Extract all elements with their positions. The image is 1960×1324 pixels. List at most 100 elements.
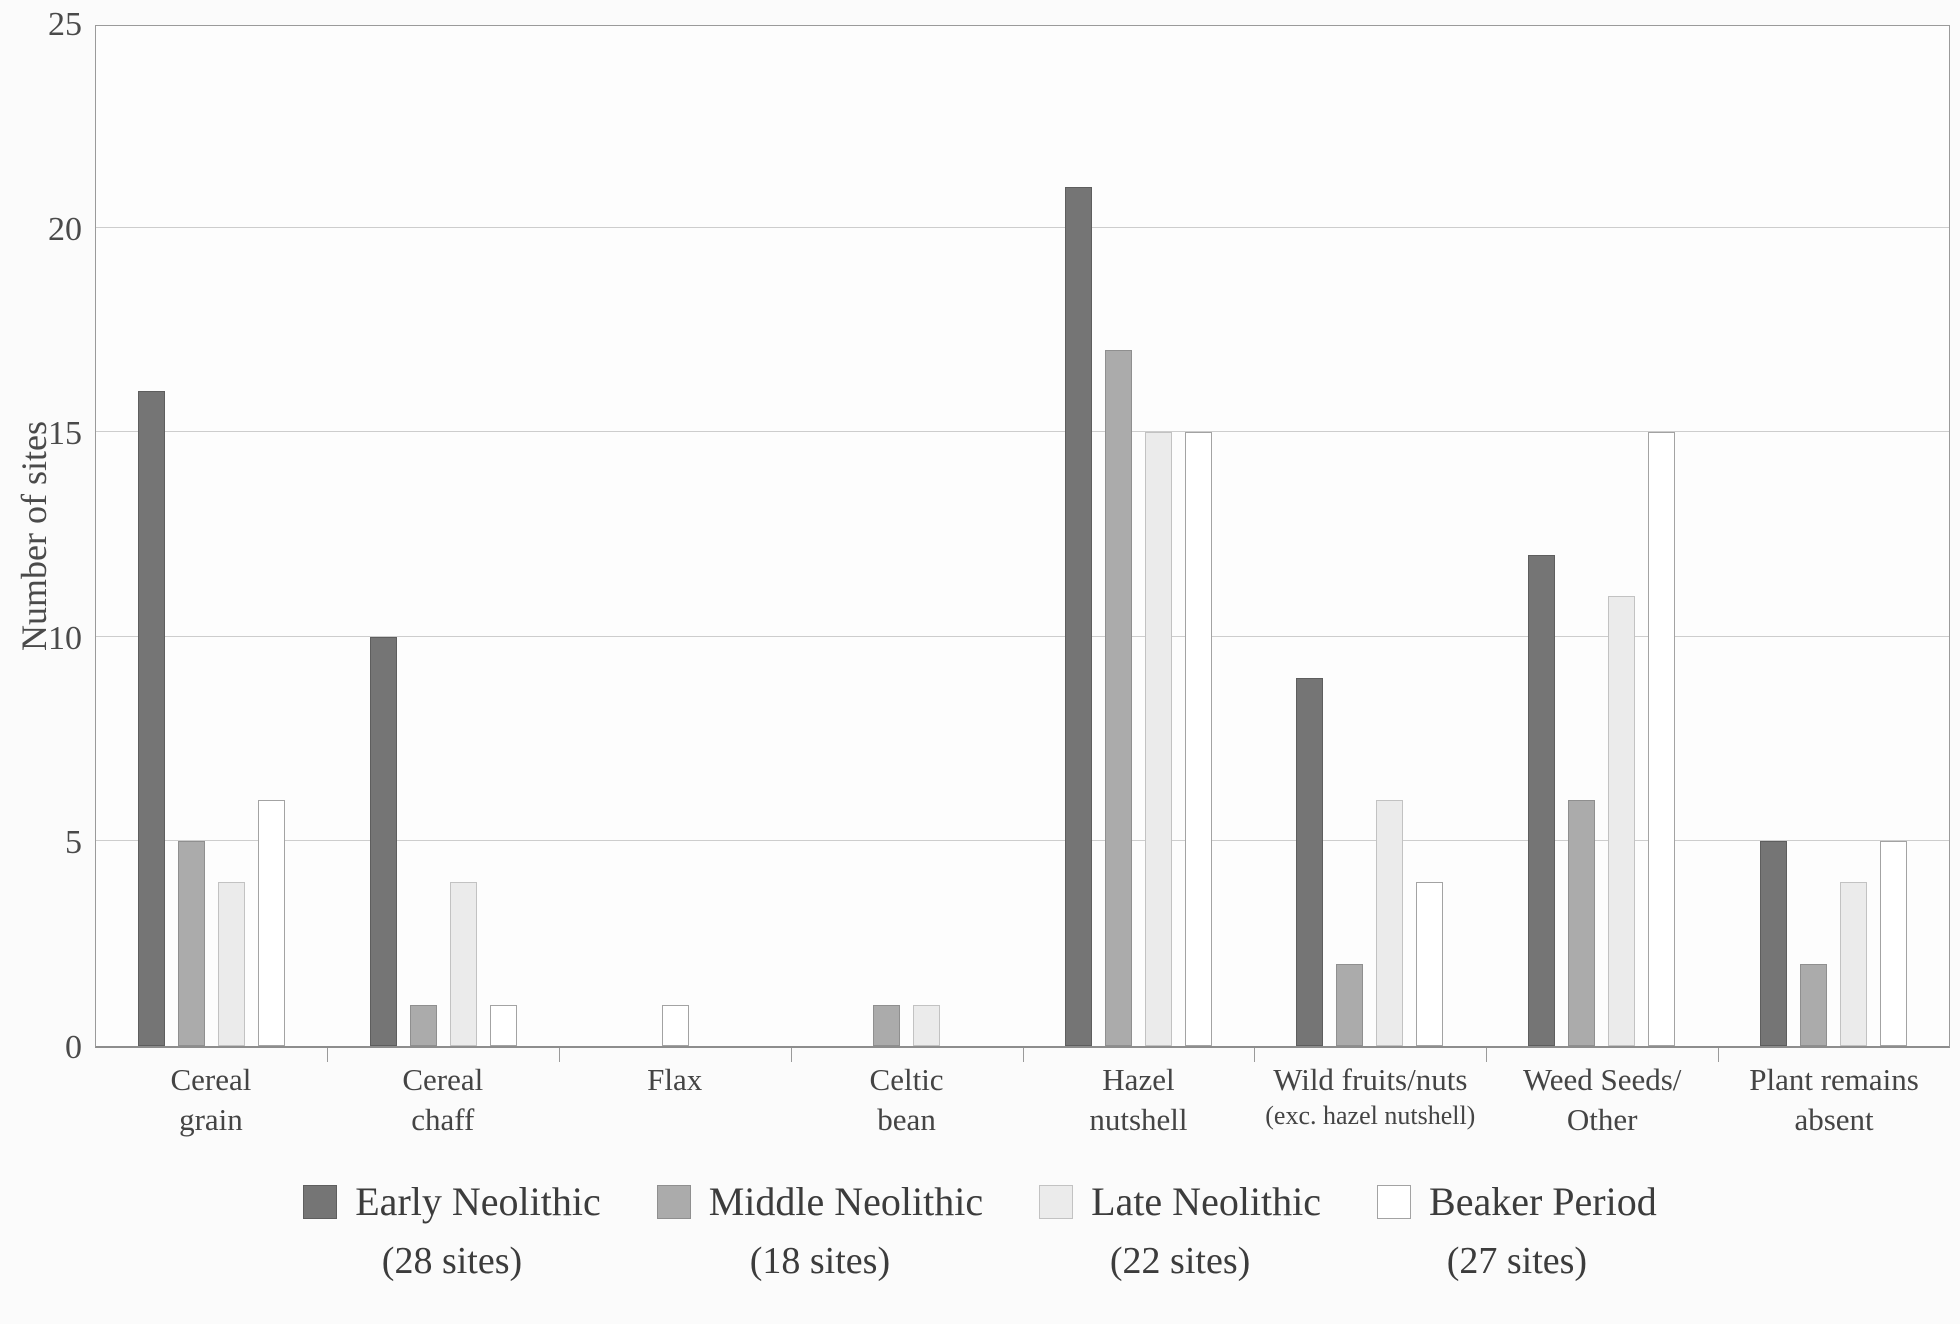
x-category-label-wild-fruits-nuts: Wild fruits/nuts (exc. hazel nutshell): [1254, 1060, 1486, 1140]
bar-middle-neolithic: [1336, 964, 1364, 1046]
legend-entry-early-neolithic: Early Neolithic (28 sites): [303, 1178, 601, 1284]
bar-beaker-period: [1416, 882, 1444, 1046]
x-axis-category-labels: Cereal grain Cereal chaff Flax Celtic bean Haze…: [95, 1060, 1950, 1140]
bar-beaker-period: [489, 1005, 517, 1046]
bar-group-weed-seeds-other: [1486, 26, 1718, 1046]
category-label-line1: Cereal: [170, 1062, 252, 1097]
bar-late-neolithic: [1608, 595, 1636, 1046]
bar-groups: [96, 26, 1949, 1046]
legend-sites-count-early-neolithic: (28 sites): [381, 1240, 523, 1282]
x-tick-mark: [790, 1048, 792, 1062]
bar-late-neolithic: [1144, 432, 1172, 1046]
x-tick-mark: [1022, 1048, 1024, 1062]
y-tick-label-5: 5: [65, 824, 82, 862]
x-category-label-flax: Flax: [559, 1060, 791, 1140]
plot-area: [95, 25, 1950, 1048]
bar-beaker-period: [1184, 432, 1212, 1046]
y-tick-label-25: 25: [48, 6, 82, 43]
bar-late-neolithic: [218, 882, 246, 1046]
bar-beaker-period: [1648, 432, 1676, 1046]
category-label-line1: Weed Seeds/: [1522, 1062, 1682, 1097]
x-category-label-cereal: Cereal chaff: [327, 1060, 559, 1140]
category-label-line2: grain: [179, 1102, 243, 1137]
legend-row-beaker-period: Beaker Period: [1377, 1178, 1657, 1226]
legend-entry-beaker-period: Beaker Period (27 sites): [1377, 1178, 1657, 1284]
category-label-line2: chaff: [411, 1102, 475, 1137]
bar-early-neolithic: [369, 636, 397, 1046]
legend-entry-middle-neolithic: Middle Neolithic (18 sites): [656, 1178, 984, 1284]
x-category-label-cereal: Cereal grain: [95, 1060, 327, 1140]
category-label-line1: Wild fruits/nuts: [1273, 1062, 1468, 1097]
x-tick-mark: [1486, 1048, 1488, 1062]
category-label-line2: Other: [1566, 1102, 1638, 1137]
bar-group-hazel-nutshell: [1023, 26, 1255, 1046]
legend-sites-count-beaker-period: (27 sites): [1446, 1240, 1588, 1282]
bar-late-neolithic: [1376, 800, 1404, 1046]
bar-group-wild-fruits-nuts-exc-hazel-nutshell: [1254, 26, 1486, 1046]
x-tick-mark: [1254, 1048, 1256, 1062]
legend-sites-count-middle-neolithic: (18 sites): [749, 1240, 891, 1282]
late-neolithic-swatch-icon: [1039, 1185, 1074, 1219]
early-neolithic-swatch-icon: [303, 1185, 338, 1219]
category-label-line2: bean: [877, 1102, 936, 1137]
category-label-line1: Hazel: [1102, 1062, 1175, 1097]
bar-middle-neolithic: [1799, 964, 1827, 1046]
bar-early-neolithic: [138, 391, 166, 1046]
bar-late-neolithic: [913, 1005, 941, 1046]
x-category-label-weed-seeds: Weed Seeds/Other: [1486, 1060, 1718, 1140]
legend-label-middle-neolithic: Middle Neolithic: [708, 1179, 984, 1224]
category-label-line2: nutshell: [1089, 1102, 1188, 1137]
legend-label-early-neolithic: Early Neolithic: [355, 1179, 601, 1224]
bar-middle-neolithic: [409, 1005, 437, 1046]
bar-middle-neolithic: [178, 841, 206, 1046]
category-label-line2: (exc. hazel nutshell): [1265, 1101, 1476, 1130]
middle-neolithic-swatch-icon: [656, 1185, 691, 1219]
category-label-line1: Cereal: [402, 1062, 484, 1097]
gridline-10: [96, 635, 1949, 637]
bar-early-neolithic: [1759, 841, 1787, 1046]
category-label-line2: absent: [1794, 1102, 1874, 1137]
legend-row-late-neolithic: Late Neolithic: [1039, 1178, 1321, 1226]
bar-group-plant-remains-absent: [1717, 26, 1949, 1046]
gridline-20: [96, 226, 1949, 228]
bar-early-neolithic: [1296, 677, 1324, 1046]
bar-late-neolithic: [1839, 882, 1867, 1046]
bar-late-neolithic: [449, 882, 477, 1046]
y-tick-label-20: 20: [48, 210, 82, 248]
legend-sites-count-late-neolithic: (22 sites): [1109, 1240, 1251, 1282]
y-tick-label-0: 0: [65, 1029, 82, 1066]
category-label-line1: Plant remains: [1749, 1062, 1919, 1097]
legend-row-early-neolithic: Early Neolithic: [303, 1178, 601, 1226]
bar-early-neolithic: [1528, 554, 1556, 1046]
x-category-label-celtic: Celtic bean: [791, 1060, 1023, 1140]
x-category-label-hazel: Hazel nutshell: [1023, 1060, 1255, 1140]
y-tick-label-15: 15: [48, 415, 82, 453]
bar-beaker-period: [258, 800, 286, 1046]
bar-middle-neolithic: [873, 1005, 901, 1046]
legend-row-middle-neolithic: Middle Neolithic: [656, 1178, 984, 1226]
bar-group-flax: [559, 26, 791, 1046]
bar-group-celtic-bean: [791, 26, 1023, 1046]
legend-label-late-neolithic: Late Neolithic: [1091, 1179, 1322, 1224]
x-tick-mark: [326, 1048, 328, 1062]
category-label-line1: Flax: [647, 1062, 703, 1097]
bar-middle-neolithic: [1568, 800, 1596, 1046]
beaker-period-swatch-icon: [1377, 1185, 1412, 1219]
x-tick-mark: [558, 1048, 560, 1062]
x-category-label-plant-remains: Plant remains absent: [1718, 1060, 1950, 1140]
legend-entry-late-neolithic: Late Neolithic (22 sites): [1039, 1178, 1321, 1284]
bar-beaker-period: [1879, 841, 1907, 1046]
category-label-line1: Celtic: [869, 1062, 944, 1097]
legend: Early Neolithic (28 sites) Middle Neolithi…: [0, 1178, 1960, 1284]
bar-early-neolithic: [1064, 186, 1092, 1046]
gridline-5: [96, 840, 1949, 842]
bar-group-cereal-chaff: [328, 26, 560, 1046]
y-tick-label-10: 10: [48, 619, 82, 657]
legend-label-beaker-period: Beaker Period: [1429, 1179, 1657, 1224]
y-axis-title: Number of sites: [14, 421, 54, 651]
bar-group-cereal-grain: [96, 26, 328, 1046]
gridline-15: [96, 431, 1949, 433]
x-tick-mark: [1718, 1048, 1720, 1062]
bar-beaker-period: [661, 1005, 689, 1046]
